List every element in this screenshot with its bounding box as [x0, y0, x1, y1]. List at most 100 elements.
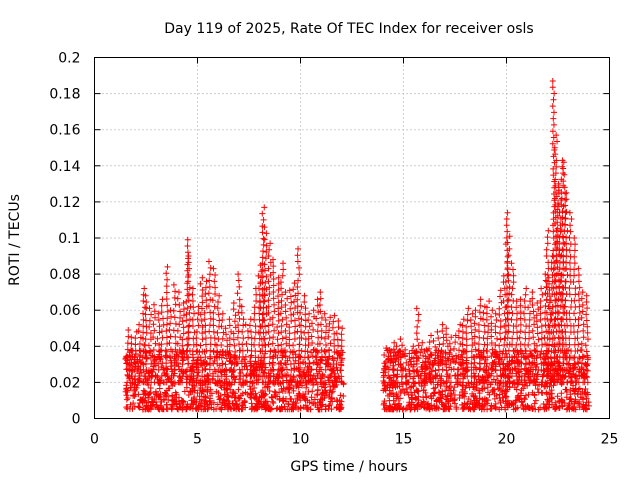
data-point	[460, 316, 467, 323]
data-point	[552, 297, 559, 304]
data-point	[266, 335, 273, 342]
band-point	[145, 394, 152, 401]
data-point	[322, 317, 329, 324]
data-point	[439, 328, 446, 335]
data-point	[414, 354, 421, 361]
data-point	[155, 317, 162, 324]
band-point	[152, 389, 159, 396]
band-point	[287, 396, 294, 403]
data-point	[492, 329, 499, 336]
data-point	[247, 316, 254, 323]
band-point	[441, 403, 448, 410]
data-point	[550, 379, 557, 386]
band-point	[157, 402, 164, 409]
data-point	[578, 340, 585, 347]
y-axis-label: ROTI / TECUs	[7, 194, 23, 286]
data-point	[567, 222, 574, 229]
band-point	[484, 384, 491, 391]
band-point	[535, 389, 542, 396]
band-point	[543, 380, 550, 387]
x-tick-label: 10	[292, 432, 310, 448]
band-point	[470, 393, 477, 400]
data-point	[543, 283, 550, 290]
data-point	[315, 321, 322, 328]
data-point	[132, 347, 139, 354]
data-point	[558, 195, 565, 202]
data-point	[575, 322, 582, 329]
band-point	[286, 406, 293, 413]
data-point	[428, 332, 435, 339]
data-point	[234, 290, 241, 297]
data-point	[485, 323, 492, 330]
data-point	[145, 379, 152, 386]
band-point	[565, 347, 572, 354]
data-point	[184, 373, 191, 380]
data-point	[568, 216, 575, 223]
band-point	[488, 402, 495, 409]
data-point	[132, 335, 139, 342]
data-point	[562, 297, 569, 304]
band-point	[137, 396, 144, 403]
data-point	[551, 367, 558, 374]
data-point	[488, 313, 495, 320]
data-point	[504, 285, 511, 292]
data-point	[305, 366, 312, 373]
band-point	[301, 393, 308, 400]
data-point	[223, 331, 230, 338]
data-point	[566, 316, 573, 323]
data-point	[148, 311, 155, 318]
band-point	[123, 360, 130, 367]
data-point	[179, 342, 186, 349]
data-point	[261, 366, 268, 373]
data-point	[147, 354, 154, 361]
data-point	[525, 373, 532, 380]
data-point	[270, 295, 277, 302]
band-point	[513, 370, 520, 377]
band-point	[401, 389, 408, 396]
band-point	[183, 384, 190, 391]
data-point	[180, 330, 187, 337]
data-point	[563, 265, 570, 272]
data-point	[253, 361, 260, 368]
data-point	[554, 308, 561, 315]
band-point	[187, 388, 194, 395]
data-point	[397, 348, 404, 355]
band-point	[159, 406, 166, 413]
data-point	[151, 308, 158, 315]
data-point	[513, 298, 520, 305]
data-point	[239, 328, 246, 335]
data-point	[274, 323, 281, 330]
data-point	[286, 324, 293, 331]
data-point	[203, 297, 210, 304]
data-point	[422, 366, 429, 373]
data-point	[318, 327, 325, 334]
data-point	[222, 361, 229, 368]
data-point	[291, 280, 298, 287]
data-point	[397, 360, 404, 367]
data-point	[277, 279, 284, 286]
data-point	[304, 354, 311, 361]
band-point	[433, 398, 440, 405]
band-point	[486, 391, 493, 398]
data-point	[572, 291, 579, 298]
y-tick-label: 0.16	[49, 123, 80, 139]
x-tick-labels: 0 5 10 15 20 25	[90, 432, 618, 448]
band-point	[302, 396, 309, 403]
data-point	[571, 297, 578, 304]
data-point	[576, 309, 583, 316]
data-point	[584, 323, 591, 330]
data-point	[198, 317, 205, 324]
data-point	[332, 375, 339, 382]
band-point	[134, 368, 141, 375]
data-point	[145, 370, 152, 377]
data-point	[476, 309, 483, 316]
band-point	[175, 394, 182, 401]
band-point	[460, 392, 467, 399]
data-point	[278, 304, 285, 311]
data-point	[183, 311, 190, 318]
data-point	[178, 367, 185, 374]
data-point	[514, 348, 521, 355]
data-point	[579, 289, 586, 296]
data-point	[390, 366, 397, 373]
data-point	[211, 354, 218, 361]
